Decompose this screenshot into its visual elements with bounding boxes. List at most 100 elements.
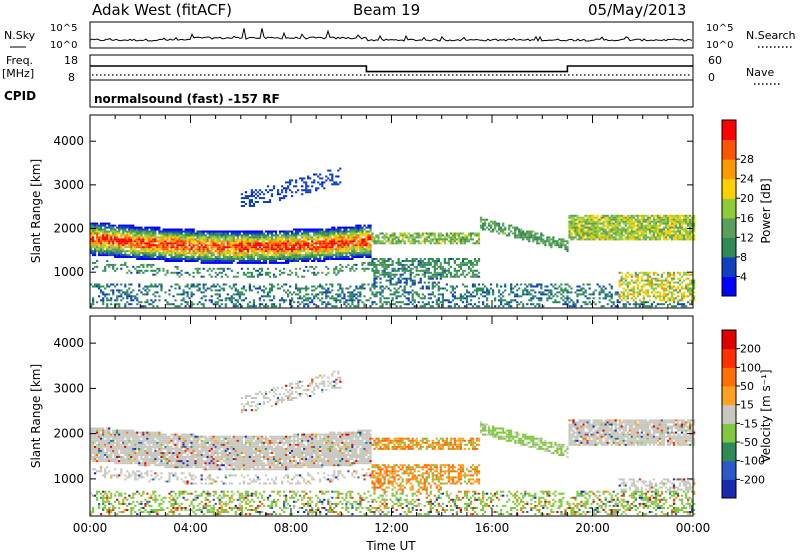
data-cell xyxy=(612,301,615,304)
data-cell xyxy=(451,238,455,241)
data-cell xyxy=(389,303,392,306)
data-cell xyxy=(228,230,231,233)
data-cell xyxy=(644,291,648,294)
data-cell xyxy=(176,236,179,239)
data-cell xyxy=(628,293,631,296)
data-cell xyxy=(592,297,595,300)
data-cell xyxy=(190,260,193,262)
data-cell xyxy=(602,234,605,237)
data-cell xyxy=(180,293,183,296)
data-cell xyxy=(242,230,246,233)
data-cell xyxy=(323,301,326,304)
data-cell xyxy=(287,248,290,251)
data-cell xyxy=(234,258,237,260)
data-cell xyxy=(618,234,621,237)
data-cell xyxy=(291,191,294,194)
data-cell xyxy=(96,222,99,225)
data-cell xyxy=(616,291,619,294)
data-cell xyxy=(445,236,449,239)
data-cell xyxy=(281,242,284,245)
data-cell xyxy=(270,283,274,286)
data-cell xyxy=(122,230,125,233)
data-cell xyxy=(463,236,467,239)
data-cell xyxy=(620,283,623,286)
data-cell xyxy=(287,230,290,233)
data-cell xyxy=(190,295,193,298)
data-cell xyxy=(210,230,213,233)
data-cell xyxy=(383,275,386,278)
data-cell xyxy=(550,297,553,300)
data-cell xyxy=(134,228,137,231)
data-cell xyxy=(582,283,585,286)
data-cell xyxy=(580,228,583,231)
data-cell xyxy=(106,238,109,241)
data-cell xyxy=(385,240,388,243)
data-cell xyxy=(469,261,473,264)
data-cell xyxy=(260,230,264,233)
data-cell xyxy=(640,285,643,288)
data-cell xyxy=(136,230,139,233)
data-cell xyxy=(307,242,310,245)
data-cell xyxy=(494,222,497,225)
data-cell xyxy=(285,283,288,286)
data-cell xyxy=(574,305,577,308)
data-cell xyxy=(618,214,621,217)
data-cell xyxy=(405,258,408,260)
data-cell xyxy=(351,295,354,298)
data-cell xyxy=(240,252,244,255)
data-cell xyxy=(210,258,213,260)
data-cell xyxy=(108,234,111,237)
data-cell xyxy=(198,252,201,255)
data-cell xyxy=(252,230,256,233)
data-cell xyxy=(126,240,129,243)
data-cell xyxy=(586,230,589,233)
data-cell xyxy=(186,232,189,235)
data-cell xyxy=(385,273,388,276)
data-cell xyxy=(287,293,290,296)
data-cell xyxy=(212,238,215,241)
data-cell xyxy=(610,293,613,296)
data-cell xyxy=(184,230,187,233)
data-cell xyxy=(477,287,481,290)
data-cell xyxy=(283,289,286,292)
data-cell xyxy=(351,228,354,231)
data-cell xyxy=(98,287,101,290)
data-cell xyxy=(580,287,583,290)
data-cell xyxy=(254,305,258,308)
data-cell xyxy=(628,283,631,286)
data-cell xyxy=(162,246,165,249)
data-cell xyxy=(532,303,535,306)
data-cell xyxy=(349,258,352,260)
data-cell xyxy=(206,240,209,243)
data-cell xyxy=(216,273,219,276)
data-cell xyxy=(160,258,163,260)
data-cell xyxy=(293,252,296,255)
data-cell xyxy=(510,285,513,288)
data-cell xyxy=(236,299,239,302)
data-cell xyxy=(584,214,587,217)
data-cell xyxy=(108,238,111,241)
data-cell xyxy=(285,261,288,264)
data-cell xyxy=(341,258,344,260)
data-cell xyxy=(479,226,483,229)
data-cell xyxy=(331,295,334,298)
data-cell xyxy=(252,301,256,304)
data-cell xyxy=(365,236,368,239)
data-cell xyxy=(397,277,400,280)
data-cell xyxy=(584,289,587,292)
data-cell xyxy=(379,263,382,266)
data-cell xyxy=(96,240,99,243)
data-cell xyxy=(268,252,272,255)
data-cell xyxy=(554,287,557,290)
data-cell xyxy=(447,261,451,264)
data-cell xyxy=(616,238,619,241)
data-cell xyxy=(431,305,434,308)
data-cell xyxy=(234,303,237,306)
data-cell xyxy=(419,281,422,284)
data-cell xyxy=(240,256,244,258)
data-cell xyxy=(186,301,189,304)
data-cell xyxy=(285,246,288,249)
data-cell xyxy=(389,293,392,296)
data-cell xyxy=(108,250,111,253)
data-cell xyxy=(156,236,159,239)
